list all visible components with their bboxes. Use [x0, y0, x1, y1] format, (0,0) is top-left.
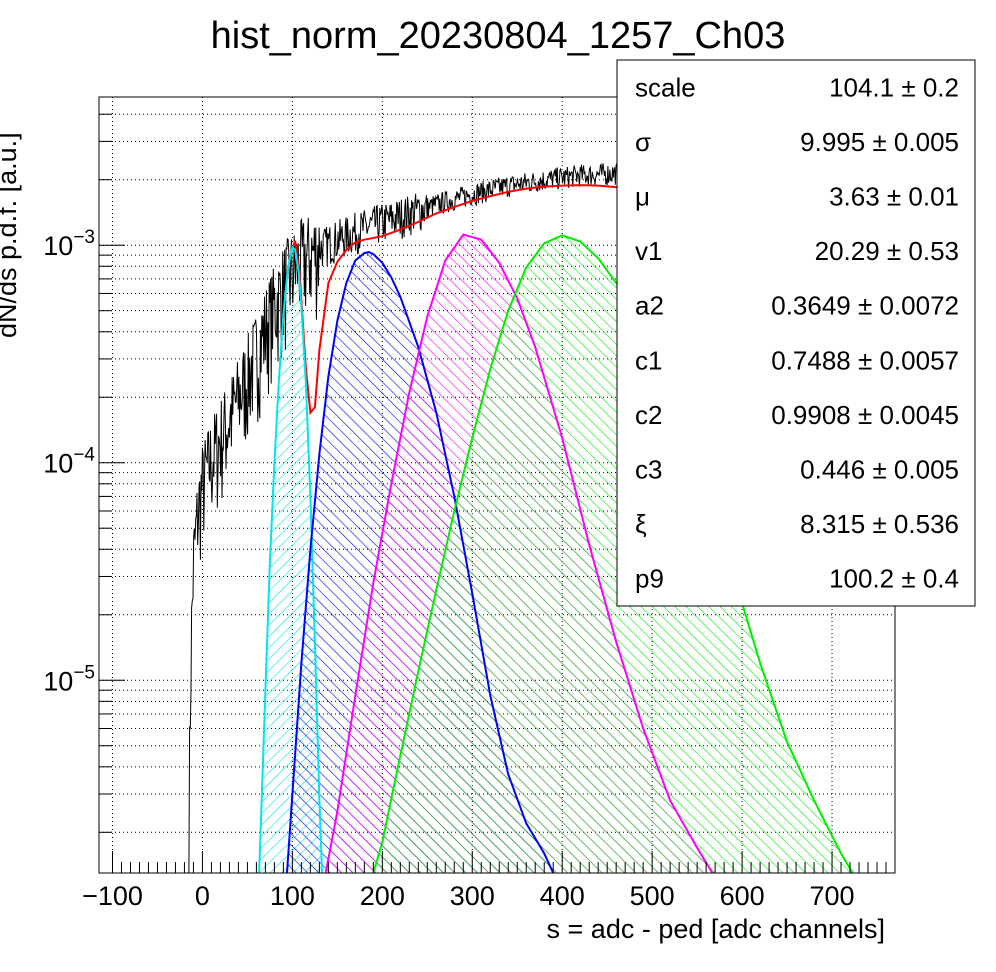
x-tick-label: 200: [360, 881, 405, 911]
stat-value: 20.29 ± 0.53: [815, 236, 959, 266]
y-tick-labels: 10−5 10−4 10−3: [43, 227, 95, 696]
x-tick-label: 100: [270, 881, 315, 911]
stat-value: 0.446 ± 0.005: [800, 455, 959, 485]
stat-value: 100.2 ± 0.4: [829, 564, 959, 594]
stat-value: 104.1 ± 0.2: [829, 72, 959, 102]
fit-curve-4: [372, 234, 854, 874]
x-tick-label: 400: [540, 881, 585, 911]
stat-name: scale: [635, 72, 696, 102]
stat-name: ξ: [635, 509, 647, 539]
stat-name: c3: [635, 455, 662, 485]
y-tick-label: 10−4: [43, 445, 95, 479]
stat-value: 9.995 ± 0.005: [800, 127, 959, 157]
stat-value: 0.7488 ± 0.0057: [771, 345, 959, 375]
stat-name: c2: [635, 400, 662, 430]
stats-box-frame: [616, 59, 976, 607]
fit-stats-box: scale 104.1 ± 0.2 σ 9.995 ± 0.005 μ 3.63 ± 0.…: [616, 59, 976, 607]
fit-curve-1: [258, 245, 324, 874]
x-tick-label: 0: [195, 881, 210, 911]
y-axis-label: dN/ds p.d.f. [a.u.]: [0, 132, 22, 338]
x-tick-label: −100: [82, 881, 143, 911]
x-axis-label: s = adc - ped [adc channels]: [547, 914, 885, 944]
x-tick-label: 700: [810, 881, 855, 911]
chart-title: hist_norm_20230804_1257_Ch03: [211, 15, 786, 57]
stat-name: μ: [635, 182, 650, 212]
stat-name: c1: [635, 345, 662, 375]
fit-curve-3: [324, 233, 714, 874]
stat-name: σ: [635, 127, 651, 157]
component-fill-4: [373, 235, 853, 874]
x-tick-labels: −100 0 100 200 300 400 500 600 700: [82, 881, 854, 911]
stat-value: 3.63 ± 0.01: [829, 182, 959, 212]
x-tick-label: 300: [450, 881, 495, 911]
stat-value: 0.3649 ± 0.0072: [771, 291, 959, 321]
fit-curve-2: [286, 250, 555, 874]
stat-name: v1: [635, 236, 662, 266]
y-tick-label: 10−3: [43, 227, 95, 261]
y-tick-label: 10−5: [43, 662, 95, 696]
stat-value: 0.9908 ± 0.0045: [771, 400, 959, 430]
stat-name: a2: [635, 291, 664, 321]
x-tick-label: 600: [720, 881, 765, 911]
stat-name: p9: [635, 564, 664, 594]
stat-value: 8.315 ± 0.536: [800, 509, 959, 539]
x-tick-label: 500: [630, 881, 675, 911]
axis-ticks: [99, 113, 896, 873]
